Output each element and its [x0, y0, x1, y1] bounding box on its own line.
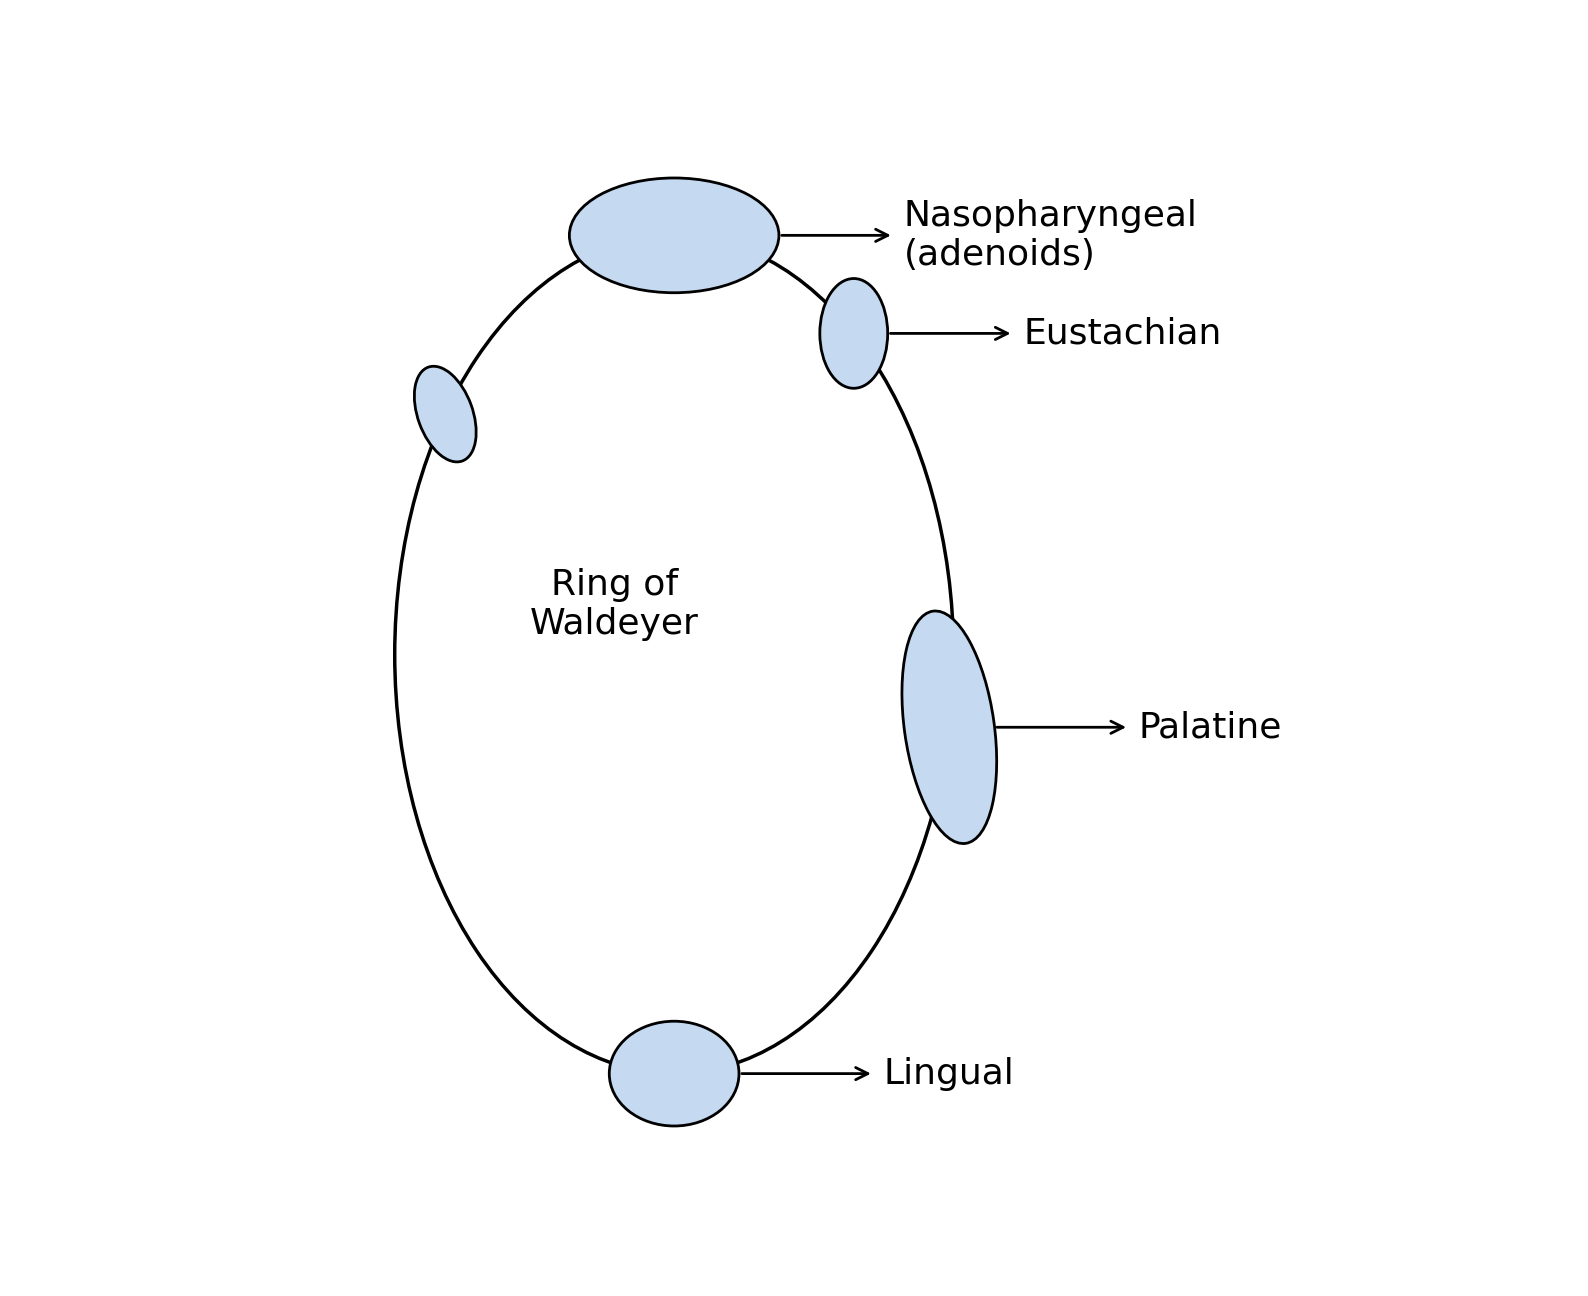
Text: Lingual: Lingual	[883, 1056, 1015, 1091]
Text: Eustachian: Eustachian	[1023, 316, 1221, 350]
Ellipse shape	[902, 610, 997, 844]
Ellipse shape	[414, 367, 476, 461]
Text: Nasopharyngeal
(adenoids): Nasopharyngeal (adenoids)	[904, 198, 1197, 272]
Ellipse shape	[610, 1021, 738, 1126]
Ellipse shape	[819, 279, 888, 389]
Ellipse shape	[570, 178, 780, 293]
Text: Palatine: Palatine	[1139, 710, 1282, 744]
Text: Ring of
Waldeyer: Ring of Waldeyer	[530, 568, 699, 642]
